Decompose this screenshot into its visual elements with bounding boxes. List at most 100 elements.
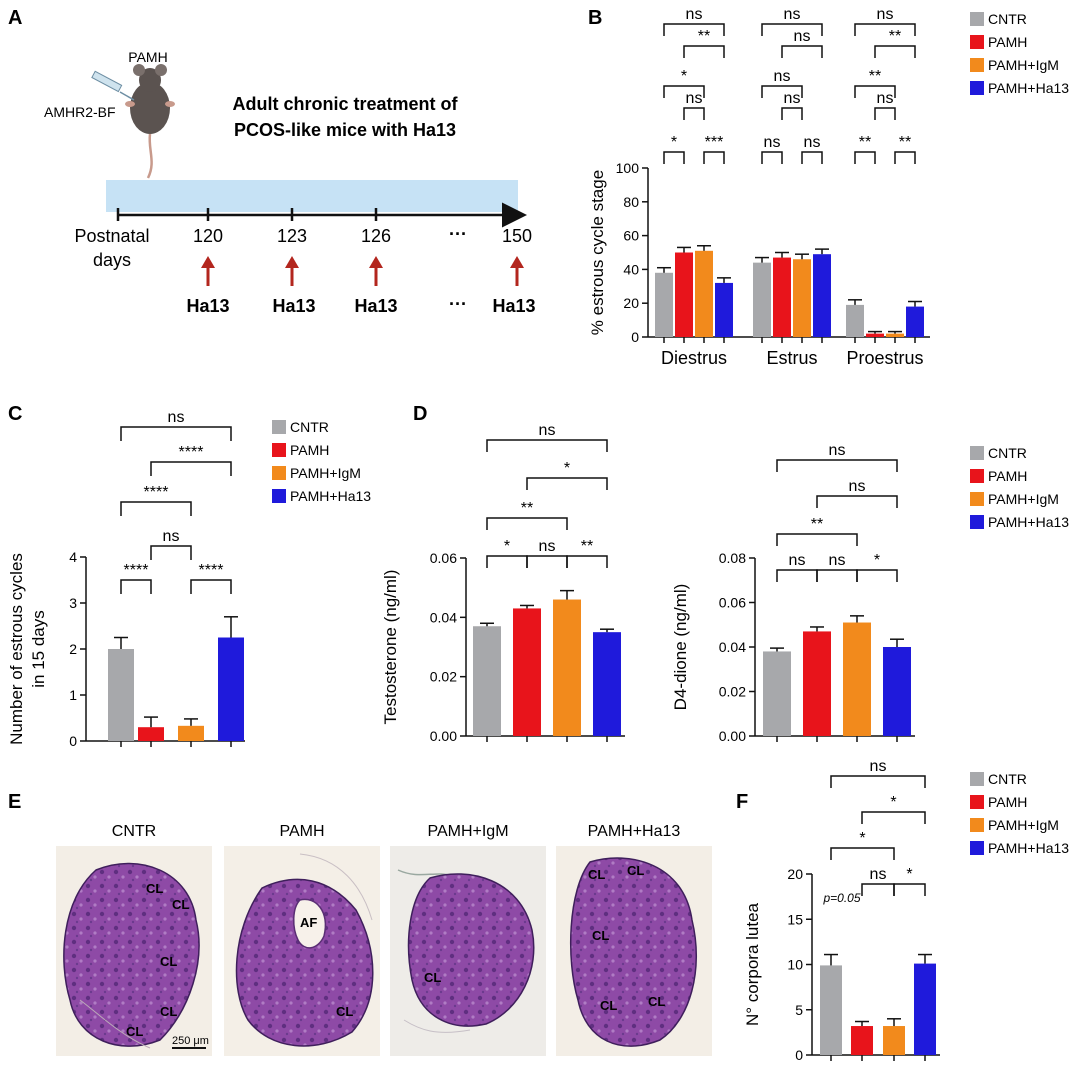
significance-bracket	[190, 579, 232, 594]
significance-label: *	[890, 794, 896, 811]
treatment-label-4: Ha13	[492, 296, 535, 316]
significance-label: **	[698, 28, 710, 45]
significance-bracket	[781, 45, 823, 58]
legend-label-pamh-igm: PAMH+IgM	[988, 491, 1059, 507]
histology-title-cntr: CNTR	[112, 823, 156, 840]
cl-label: CL	[592, 928, 609, 943]
significance-bracket	[150, 545, 192, 560]
cl-label: CL	[627, 863, 644, 878]
category-label-estrus: Estrus	[766, 348, 817, 368]
significance-bracket	[856, 569, 898, 582]
significance-bracket	[486, 439, 608, 452]
significance-label: ns	[877, 90, 894, 107]
y-tick-label: 20	[623, 295, 639, 311]
significance-label: ns	[686, 90, 703, 107]
bar	[820, 965, 842, 1055]
category-label-diestrus: Diestrus	[661, 348, 727, 368]
scale-bar-label: 250 μm	[172, 1035, 209, 1047]
axis-label-days: days	[93, 250, 131, 270]
mouse-icon	[125, 64, 175, 179]
significance-label: ns	[849, 478, 866, 495]
cl-label: CL	[160, 954, 177, 969]
significance-bracket	[663, 23, 725, 36]
y-axis-label: D4-dione (ng/ml)	[671, 584, 690, 711]
bar	[553, 599, 581, 736]
y-axis-label: Number of estrous cycles	[7, 553, 26, 745]
treatment-title-line2: PCOS-like mice with Ha13	[234, 120, 456, 140]
legend-d: CNTR PAMH PAMH+IgM PAMH+Ha13	[970, 445, 1069, 530]
significance-label: ns	[774, 68, 791, 85]
significance-label: ****	[199, 562, 224, 579]
significance-label: ns	[163, 528, 180, 545]
panel-a: PAMH AMHR2-BF Adult chronic treatment of…	[44, 49, 536, 316]
significance-label: ****	[124, 562, 149, 579]
y-axis-label: Testosterone (ng/ml)	[381, 570, 400, 725]
bar	[846, 304, 864, 337]
cl-label: CL	[126, 1024, 143, 1039]
y-axis-label: in 15 days	[29, 610, 48, 688]
timeline-ticks	[116, 208, 378, 221]
panel-label-d: D	[413, 403, 427, 425]
day-label-ellipsis: ···	[449, 224, 467, 244]
legend-label-pamh-igm: PAMH+IgM	[988, 57, 1059, 73]
y-tick-label: 0.06	[719, 595, 746, 611]
significance-label: ns	[784, 90, 801, 107]
treatment-title-line1: Adult chronic treatment of	[232, 94, 458, 114]
bar	[473, 626, 501, 736]
bar	[513, 608, 541, 736]
significance-bracket	[526, 555, 568, 568]
cl-label: CL	[172, 897, 189, 912]
significance-label: ns	[829, 552, 846, 569]
significance-label: **	[899, 134, 911, 151]
legend-swatch-pamh-igm	[970, 58, 984, 72]
histology-image-pamh-ha13: CL CL CL CL CL	[556, 846, 712, 1056]
significance-label: **	[811, 516, 823, 533]
bar	[593, 632, 621, 736]
significance-bracket	[683, 45, 725, 58]
af-label: AF	[300, 915, 317, 930]
significance-bracket	[816, 569, 858, 582]
bar	[218, 637, 244, 741]
y-tick-label: 2	[69, 641, 77, 657]
y-tick-label: 0	[795, 1047, 803, 1063]
cl-label: CL	[160, 1004, 177, 1019]
significance-label: *	[504, 538, 510, 555]
treatment-band	[106, 180, 518, 212]
histology-image-pamh: AF CL	[224, 846, 380, 1056]
legend-label-pamh-igm: PAMH+IgM	[988, 817, 1059, 833]
bar	[763, 651, 791, 736]
y-tick-label: 10	[787, 957, 803, 973]
y-tick-label: 0.04	[719, 639, 746, 655]
legend-label-pamh-ha13: PAMH+Ha13	[988, 840, 1069, 856]
p-value-note: p=0.05	[822, 891, 860, 905]
significance-bracket	[874, 107, 896, 120]
legend-swatch-cntr	[272, 420, 286, 434]
legend-swatch-cntr	[970, 772, 984, 786]
significance-bracket	[761, 85, 803, 98]
significance-bracket	[526, 477, 608, 490]
significance-label: ns	[168, 409, 185, 426]
y-tick-label: 1	[69, 687, 77, 703]
significance-bracket	[781, 107, 803, 120]
y-tick-label: 0.02	[430, 669, 457, 685]
significance-bracket	[761, 151, 783, 164]
significance-label: *	[859, 830, 865, 847]
legend-label-pamh-ha13: PAMH+Ha13	[988, 514, 1069, 530]
bar	[108, 649, 134, 741]
legend-swatch-pamh-ha13	[970, 515, 984, 529]
treatment-label-2: Ha13	[272, 296, 315, 316]
legend-swatch-pamh-ha13	[272, 489, 286, 503]
y-tick-label: 4	[69, 549, 77, 565]
significance-label: ****	[144, 484, 169, 501]
significance-bracket	[894, 151, 916, 164]
significance-bracket	[566, 555, 608, 568]
y-tick-label: 3	[69, 595, 77, 611]
legend-label-pamh-igm: PAMH+IgM	[290, 465, 361, 481]
axis-label-postnatal: Postnatal	[74, 226, 149, 246]
treatment-label-1: Ha13	[186, 296, 229, 316]
significance-label: *	[681, 68, 687, 85]
histology-title-pamh-ha13: PAMH+Ha13	[588, 823, 681, 840]
chart-c: 0 1 2 3 4 Number of estrous cycles in 15 days *…	[7, 409, 245, 749]
significance-label: **	[859, 134, 871, 151]
legend-b: CNTR PAMH PAMH+IgM PAMH+Ha13	[970, 11, 1069, 96]
